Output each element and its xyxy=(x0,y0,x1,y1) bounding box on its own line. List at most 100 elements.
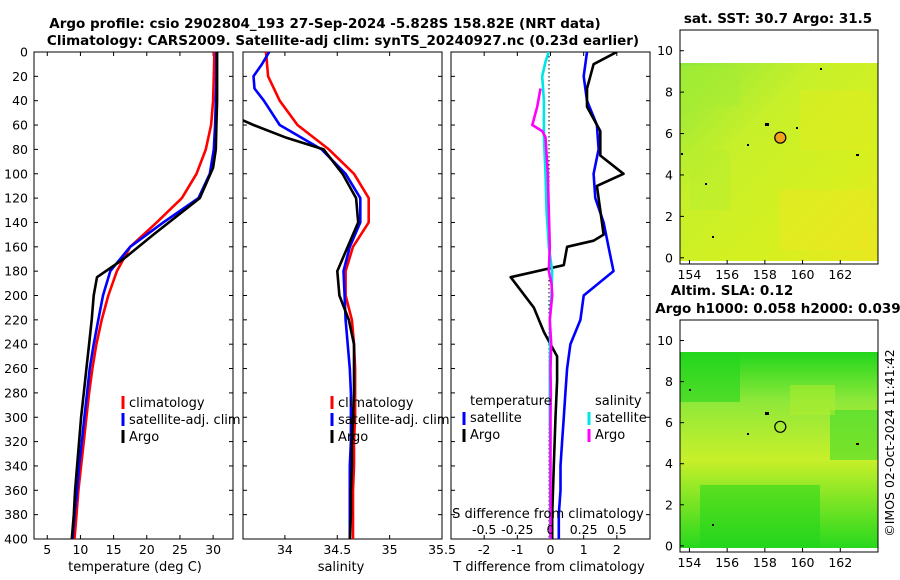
s-diff-tick-label: -0.25 xyxy=(501,522,533,537)
lat-tick-label: 4 xyxy=(665,167,673,182)
depth-tick-label: 120 xyxy=(4,191,28,206)
x-tick-label: 35 xyxy=(382,542,398,557)
temperature-legend: climatology satellite-adj. clim Argo xyxy=(121,396,241,445)
x-tick-label: 20 xyxy=(139,542,155,557)
series-line-climatology xyxy=(73,52,216,539)
depth-tick-label: 0 xyxy=(20,45,28,60)
depth-tick-label: 140 xyxy=(4,215,28,230)
series-line-argo xyxy=(70,52,219,539)
x-tick-label: 25 xyxy=(172,542,188,557)
lat-tick-label: 8 xyxy=(665,85,673,100)
temperature-lines xyxy=(70,52,219,539)
sla-high-patch xyxy=(790,385,835,415)
difference-lines xyxy=(509,52,625,539)
depth-tick-label: 340 xyxy=(4,458,28,473)
legend-label-argo: Argo xyxy=(129,430,159,445)
depth-tick-label: 400 xyxy=(4,532,28,547)
legend-label-s-satellite: satellite xyxy=(595,411,647,426)
lat-tick-label: 0 xyxy=(665,250,673,265)
difference-legend: temperature satellite Argo salinity sate… xyxy=(462,394,647,443)
depth-ticks: 0 20 40 60 80 100 120 140 160 180 200 220 240 260 280 3… xyxy=(4,45,233,547)
x-tick-label: 35.5 xyxy=(428,542,456,557)
lat-tick-label: 6 xyxy=(665,415,673,430)
depth-tick-label: 280 xyxy=(4,385,28,400)
series-line-satellite-adj-clim xyxy=(252,52,362,539)
credit-stamp: ©IMOS 02-Oct-2024 11:41:42 xyxy=(882,349,897,537)
lon-tick-label: 156 xyxy=(715,555,739,570)
x-tick-label: 34.5 xyxy=(323,542,351,557)
sst-warm-patch xyxy=(780,190,870,250)
salinity-x-ticks: 34 34.5 35 35.5 xyxy=(277,52,456,557)
sst-map-title: sat. SST: 30.7 Argo: 31.5 xyxy=(684,11,872,27)
legend-label-climatology: climatology xyxy=(129,396,205,411)
salinity-panel: 34 34.5 35 35.5 salinity climatology satell… xyxy=(242,51,456,575)
depth-tick-label: 160 xyxy=(4,239,28,254)
x-tick-label: 34 xyxy=(277,542,293,557)
temperature-x-ticks: 5 10 15 20 25 30 xyxy=(43,52,221,557)
s-diff-tick-label: 0.5 xyxy=(607,522,627,537)
s-diff-tick-label: 0.25 xyxy=(570,522,598,537)
lon-tick-label: 158 xyxy=(753,555,777,570)
sst-map-panel: sat. SST: 30.7 Argo: 31.5 154 156 158 160 16… xyxy=(657,11,879,282)
lon-tick-label: 154 xyxy=(677,267,701,282)
series-line-satellite-adj-clim xyxy=(71,52,218,539)
lat-tick-label: 2 xyxy=(665,209,673,224)
x-tick-label: -1 xyxy=(511,542,523,557)
depth-tick-label: 240 xyxy=(4,337,28,352)
figure-title-line1: Argo profile: csio 2902804_193 27-Sep-20… xyxy=(49,16,600,32)
lon-tick-label: 160 xyxy=(791,555,815,570)
sla-map-subtitle: Argo h1000: 0.058 h2000: 0.039 xyxy=(655,301,900,317)
legend-label-satellite: satellite-adj. clim xyxy=(129,413,241,428)
s-difference-ticks: -0.5 -0.25 0 0.25 0.5 xyxy=(472,522,627,537)
argo-float-marker xyxy=(774,420,787,433)
x-tick-label: 5 xyxy=(43,542,51,557)
lon-tick-label: 162 xyxy=(828,555,852,570)
x-tick-label: 2 xyxy=(613,542,621,557)
depth-tick-label: 360 xyxy=(4,483,28,498)
legend-label-argo: Argo xyxy=(338,430,368,445)
legend-label-t-argo: Argo xyxy=(470,428,500,443)
legend-label-s-argo: Argo xyxy=(595,428,625,443)
temperature-panel: 0 20 40 60 80 100 120 140 160 180 200 220 240 260 280 3… xyxy=(4,45,240,576)
series-line-s-argo xyxy=(530,88,554,539)
salinity-depth-ticks xyxy=(243,51,442,540)
x-tick-label: 1 xyxy=(580,542,588,557)
island-dots xyxy=(681,68,859,238)
sla-map-title: Altim. SLA: 0.12 xyxy=(671,283,793,299)
depth-tick-label: 260 xyxy=(4,361,28,376)
difference-depth-ticks xyxy=(451,51,650,540)
island-dots xyxy=(689,389,859,526)
difference-x-ticks: -2 -1 0 1 2 xyxy=(478,52,621,557)
lon-tick-label: 160 xyxy=(791,267,815,282)
sst-warm-patch xyxy=(800,90,870,150)
legend-header-temperature: temperature xyxy=(470,394,552,409)
difference-panel: -2 -1 0 1 2 T difference from climatology S … xyxy=(450,51,651,575)
sla-map-panel: Altim. SLA: 0.12 Argo h1000: 0.058 h2000… xyxy=(655,283,900,570)
salinity-lines xyxy=(243,52,371,539)
series-line-t-argo xyxy=(509,52,625,539)
depth-tick-label: 200 xyxy=(4,288,28,303)
series-line-t-satellite xyxy=(557,52,615,539)
sst-map-ticks: 154 156 158 160 162 0 2 4 6 8 10 xyxy=(657,43,852,282)
depth-tick-label: 180 xyxy=(4,264,28,279)
depth-tick-label: 80 xyxy=(12,142,28,157)
series-line-argo xyxy=(243,118,360,539)
salinity-legend: climatology satellite-adj. clim Argo xyxy=(330,396,450,445)
lat-tick-label: 0 xyxy=(665,538,673,553)
sla-map-ticks: 154 156 158 160 162 0 2 4 6 8 10 xyxy=(657,333,852,570)
lat-tick-label: 8 xyxy=(665,374,673,389)
legend-header-salinity: salinity xyxy=(595,394,642,409)
s-diff-tick-label: -0.5 xyxy=(472,522,496,537)
depth-tick-label: 320 xyxy=(4,434,28,449)
sla-map-frame xyxy=(679,319,879,553)
figure-title-line2: Climatology: CARS2009. Satellite-adj cli… xyxy=(47,33,639,49)
difference-xlabel: T difference from climatology xyxy=(452,560,645,575)
x-tick-label: 30 xyxy=(205,542,221,557)
x-tick-label: -2 xyxy=(478,542,490,557)
lat-tick-label: 6 xyxy=(665,126,673,141)
lat-tick-label: 2 xyxy=(665,497,673,512)
depth-tick-label: 20 xyxy=(12,69,28,84)
legend-label-climatology: climatology xyxy=(338,396,414,411)
lat-tick-label: 10 xyxy=(657,43,673,58)
sla-low-patch xyxy=(700,485,820,548)
